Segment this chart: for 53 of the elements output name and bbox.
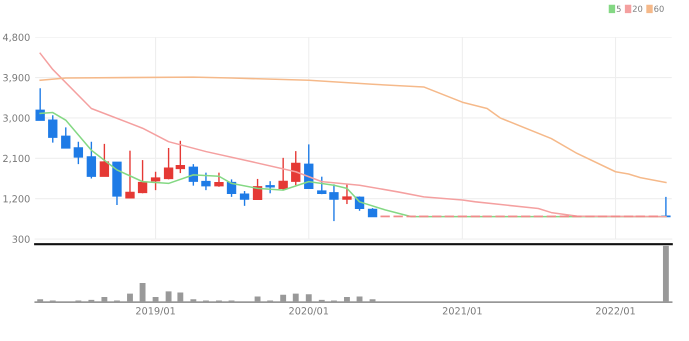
bar (254, 296, 260, 302)
candlestick (61, 126, 70, 149)
bar (662, 246, 669, 302)
candlestick (48, 114, 58, 144)
legend-label: 60 (654, 6, 664, 12)
candlestick (176, 140, 186, 174)
bar (356, 296, 362, 302)
candlestick (150, 171, 160, 191)
legend-label: 20 (632, 6, 642, 12)
candlestick (240, 190, 250, 207)
y-tick-label: 2,100 (3, 154, 30, 164)
x-tick-label: 2020/01 (289, 307, 328, 316)
y-tick-label: 3,000 (3, 114, 30, 123)
bar (88, 300, 94, 302)
bar (37, 299, 44, 302)
line-series (39, 76, 667, 184)
candlestick (291, 150, 300, 186)
x-tick-label: 2019/01 (136, 307, 175, 316)
bar (177, 292, 184, 302)
x-tick-label: 2021/01 (442, 307, 482, 316)
candlestick (138, 159, 148, 194)
y-tick-label: 1,200 (4, 195, 30, 204)
candlestick (342, 184, 352, 205)
candlestick (278, 157, 288, 192)
candlestick (164, 147, 174, 180)
bar (152, 297, 159, 302)
bar (190, 299, 196, 302)
bar (292, 294, 299, 302)
bar (140, 282, 146, 302)
candlestick (304, 144, 314, 190)
bar (101, 297, 108, 302)
bar (280, 294, 286, 302)
bar (344, 297, 350, 302)
bar (166, 291, 172, 302)
bar (306, 294, 312, 302)
candlestick (35, 88, 45, 121)
candlestick (125, 150, 135, 198)
candlestick (74, 141, 84, 165)
bar (127, 294, 133, 302)
candlestick (265, 180, 275, 194)
y-tick-label: 300 (12, 236, 30, 243)
y-tick-label: 3,900 (3, 74, 30, 82)
x-tick-label: 2022/01 (596, 307, 635, 316)
candlestick (329, 184, 339, 222)
bar (370, 299, 376, 302)
candlestick (86, 141, 96, 180)
y-tick-label: 4,800 (2, 34, 30, 42)
legend-label: 5 (616, 6, 621, 12)
candlestick (188, 163, 198, 186)
candlestick (317, 176, 326, 195)
candlestick (214, 172, 224, 188)
candlestick (201, 172, 211, 191)
candlestick (100, 143, 110, 177)
